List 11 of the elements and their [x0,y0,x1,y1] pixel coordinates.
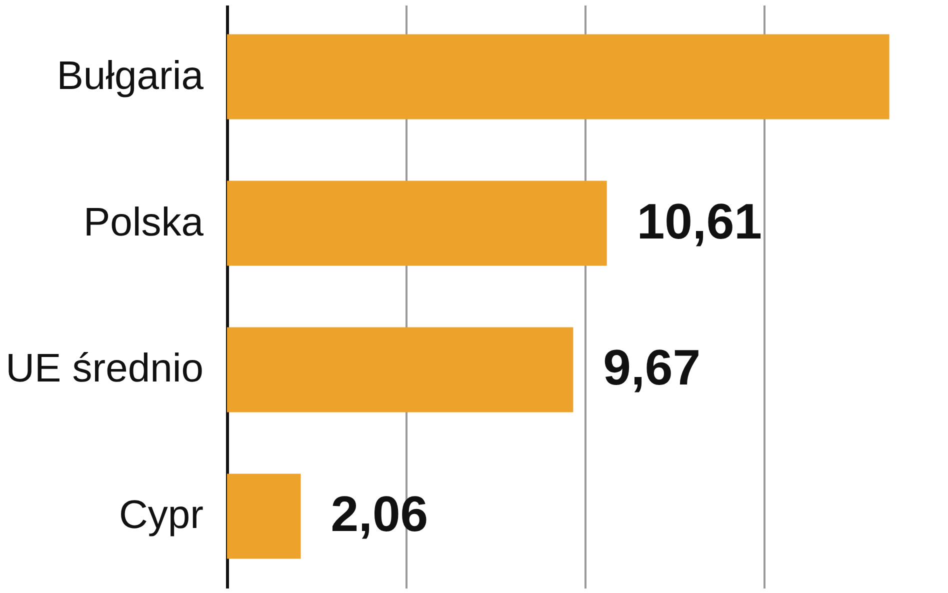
bar [227,180,607,266]
bar [227,474,301,559]
data-label: 9,67 [603,340,701,396]
y-tick-label: Bułgaria [56,54,204,98]
bar [227,327,574,412]
data-label: 2,06 [330,486,428,542]
y-tick-label: Cypr [119,493,204,538]
data-label: 10,61 [636,193,762,250]
y-tick-label: Polska [83,200,204,244]
bar [227,34,890,120]
y-tick-label: UE średnio [6,346,204,391]
